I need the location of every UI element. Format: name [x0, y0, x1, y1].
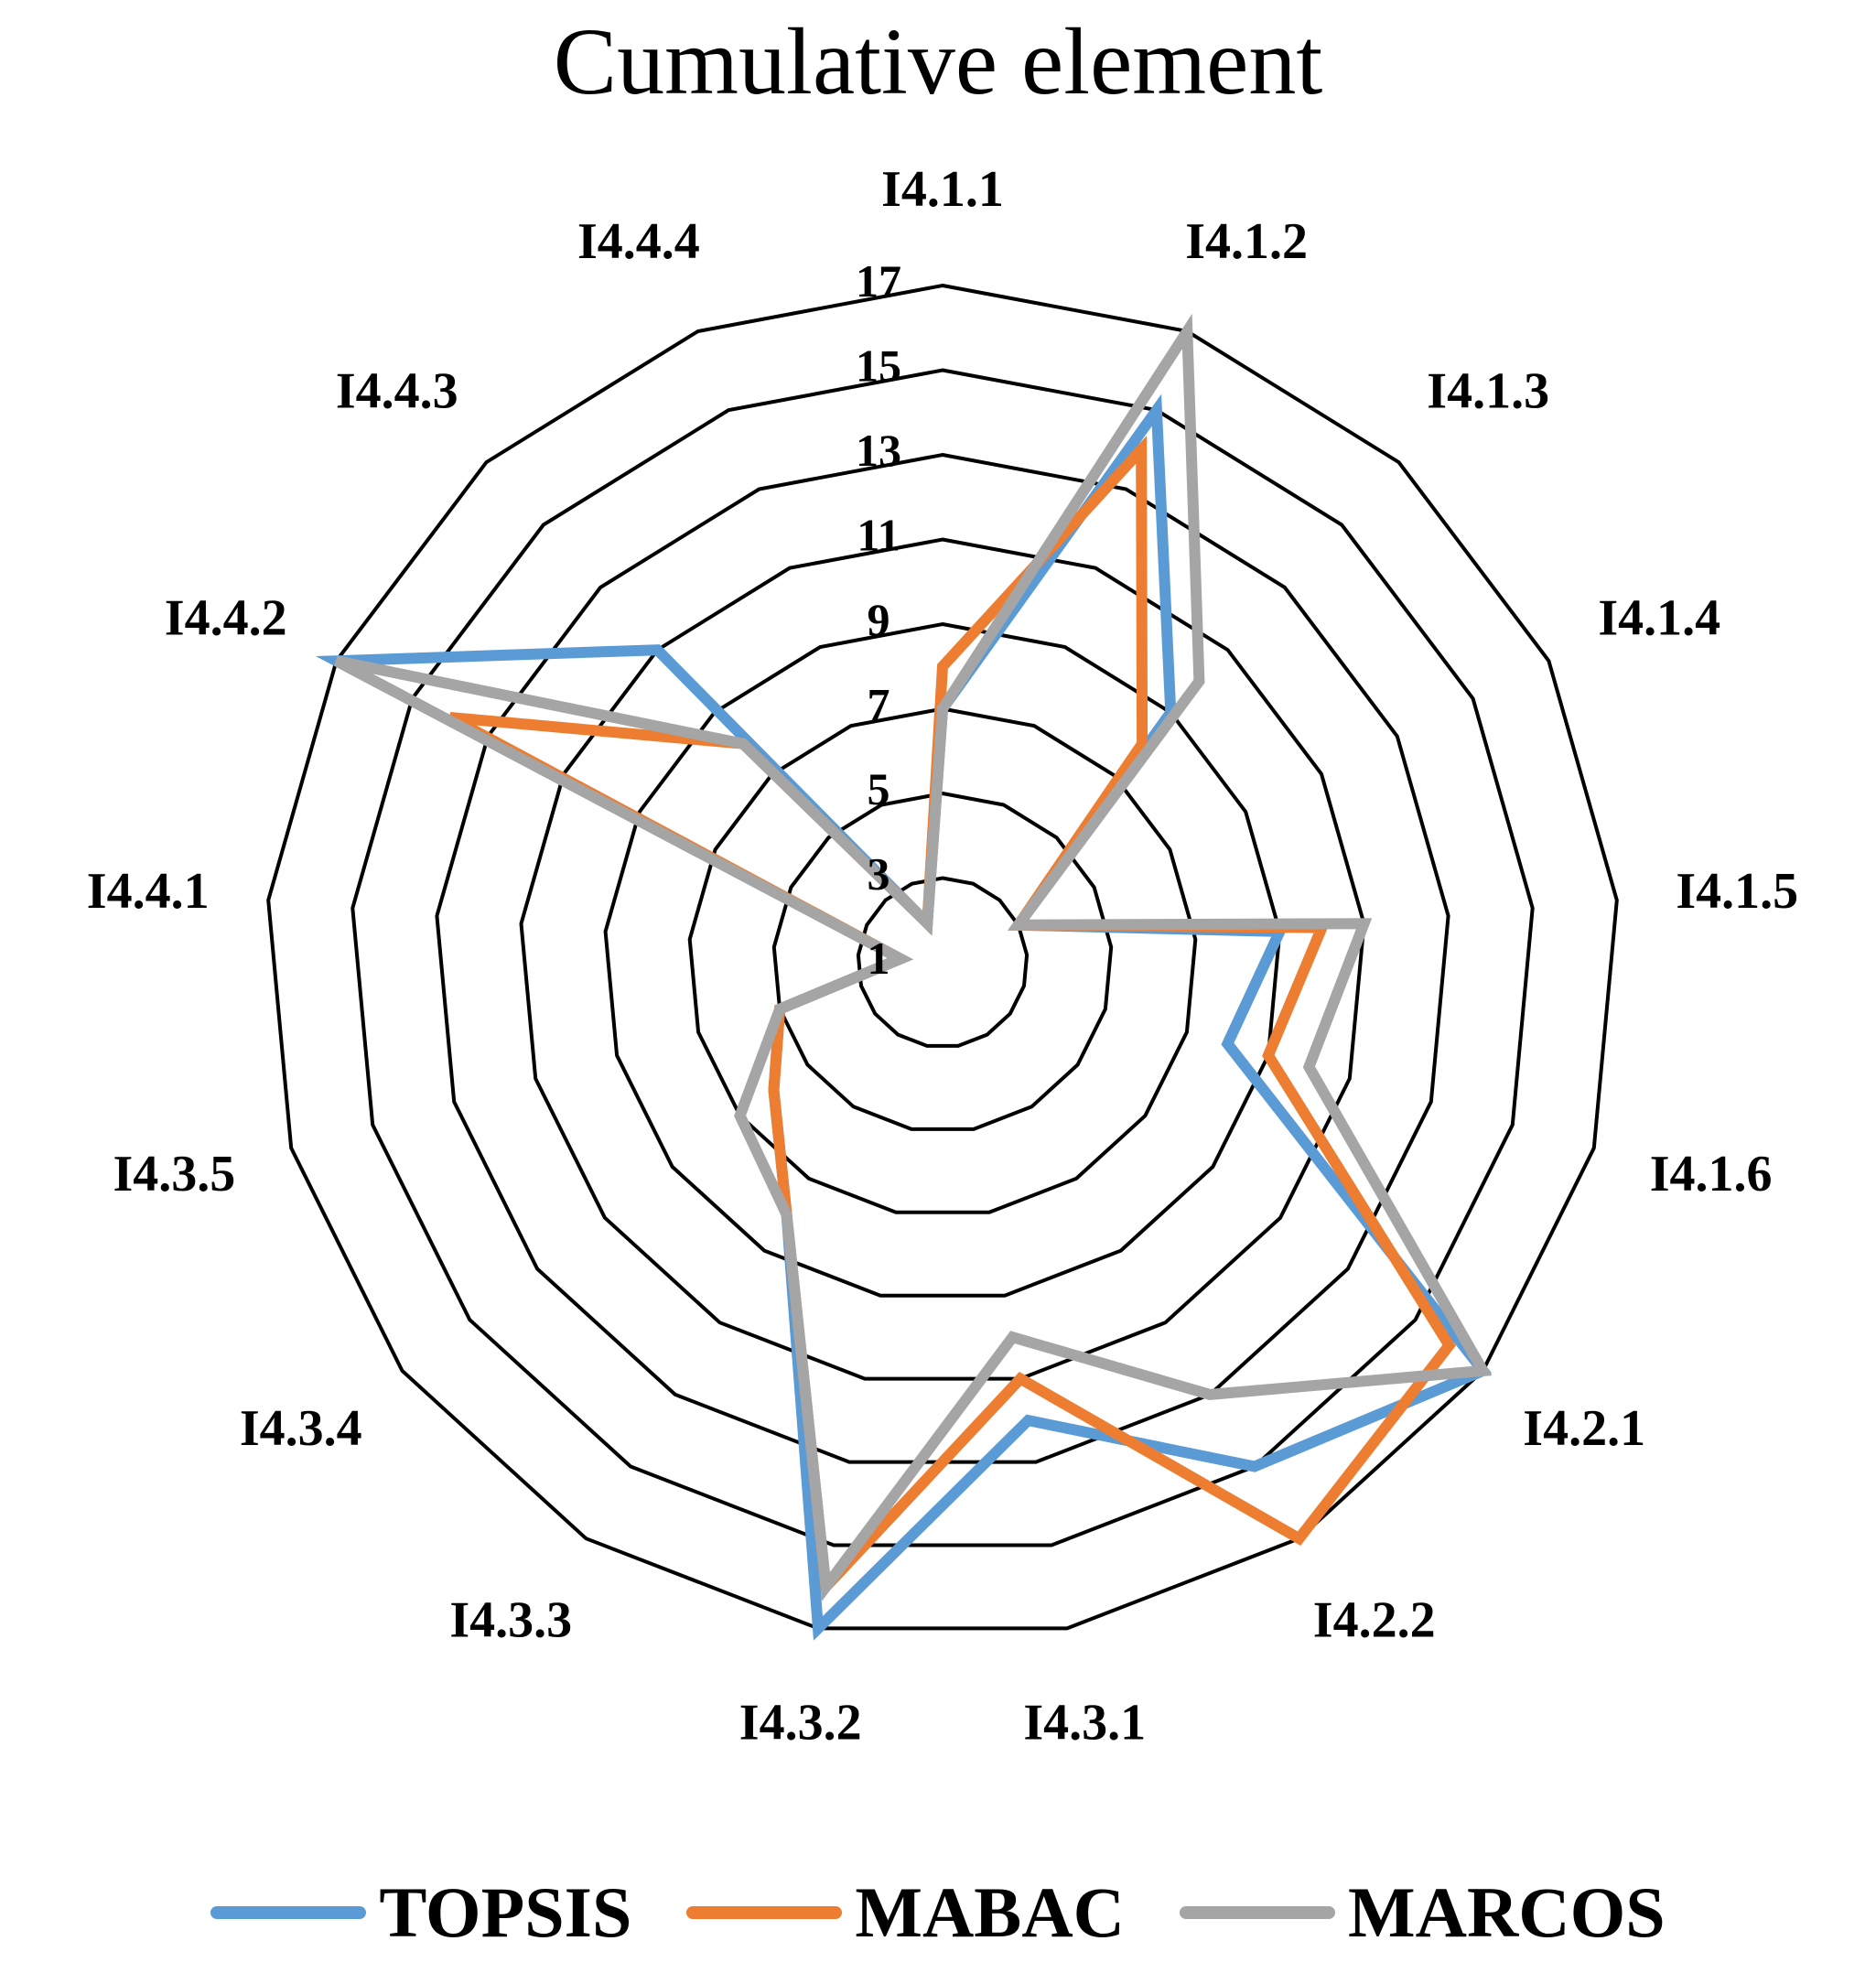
grid-ring-13	[435, 452, 1450, 1464]
category-label-i4-1-3: I4.1.3	[1427, 363, 1549, 420]
category-label-i4-1-2: I4.1.2	[1185, 213, 1308, 270]
category-label-i4-1-4: I4.1.4	[1598, 589, 1720, 646]
radial-tick-15: 15	[856, 340, 901, 392]
legend-label-topsis: TOPSIS	[379, 1872, 632, 1952]
category-label-i4-1-1: I4.1.1	[881, 161, 1004, 218]
grid-ring-7	[687, 706, 1198, 1214]
legend-item-marcos[interactable]: MARCOS	[1180, 1871, 1666, 1954]
legend-swatch-topsis	[210, 1906, 367, 1919]
category-label-i4-4-4: I4.4.4	[577, 213, 700, 270]
legend-swatch-mabac	[686, 1906, 843, 1919]
radial-tick-11: 11	[857, 510, 900, 561]
category-label-i4-4-3: I4.4.3	[336, 363, 458, 420]
category-label-i4-2-2: I4.2.2	[1313, 1591, 1436, 1648]
legend-label-mabac: MABAC	[855, 1872, 1125, 1952]
legend-item-mabac[interactable]: MABAC	[686, 1871, 1125, 1954]
legend-swatch-marcos	[1180, 1906, 1335, 1919]
category-label-i4-3-3: I4.3.3	[449, 1591, 572, 1648]
category-label-i4-3-5: I4.3.5	[113, 1146, 236, 1202]
series-line-topsis	[315, 394, 1493, 1641]
radial-tick-13: 13	[856, 425, 901, 476]
radial-tick-3: 3	[868, 848, 890, 900]
radial-tick-17: 17	[856, 255, 901, 307]
category-labels: I4.1.1 I4.1.2 I4.1.3 I4.1.4 I4.1.5 I4.1.6 I4.2…	[87, 161, 1798, 1752]
radial-tick-1: 1	[868, 933, 890, 984]
grid-ring-5	[771, 791, 1114, 1131]
grid-ring-15	[350, 368, 1535, 1547]
legend-item-topsis[interactable]: TOPSIS	[210, 1871, 631, 1954]
grid-ring-11	[519, 537, 1366, 1381]
category-label-i4-1-5: I4.1.5	[1676, 863, 1798, 920]
category-label-i4-1-6: I4.1.6	[1650, 1146, 1773, 1202]
radar-series	[315, 313, 1493, 1641]
grid-ring-17	[266, 283, 1619, 1631]
legend: TOPSIS MABAC MARCOS	[0, 1862, 1876, 1963]
category-label-i4-4-2: I4.4.2	[165, 589, 287, 646]
category-label-i4-4-1: I4.4.1	[87, 863, 210, 920]
chart-title: Cumulative element	[553, 9, 1323, 114]
radial-tick-7: 7	[868, 679, 890, 730]
category-label-i4-3-1: I4.3.1	[1023, 1695, 1146, 1752]
grid-ring-9	[603, 621, 1282, 1298]
category-label-i4-3-4: I4.3.4	[240, 1400, 362, 1457]
category-label-i4-2-1: I4.2.1	[1523, 1400, 1645, 1457]
radial-tick-5: 5	[868, 763, 890, 814]
legend-label-marcos: MARCOS	[1348, 1872, 1666, 1952]
category-label-i4-3-2: I4.3.2	[739, 1695, 862, 1752]
series-line-marcos	[333, 313, 1493, 1601]
radial-tick-9: 9	[868, 594, 890, 645]
